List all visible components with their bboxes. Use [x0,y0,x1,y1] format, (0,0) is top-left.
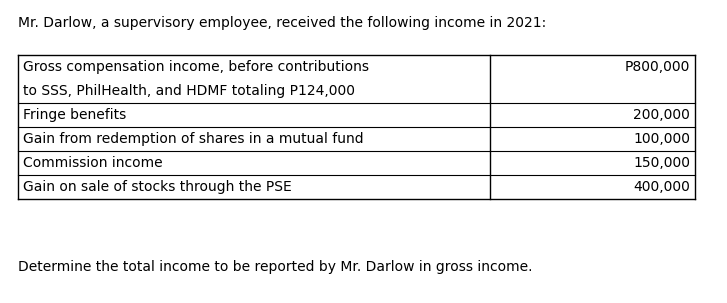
Text: 400,000: 400,000 [633,180,690,194]
Text: Gain on sale of stocks through the PSE: Gain on sale of stocks through the PSE [23,180,292,194]
Text: Determine the total income to be reported by Mr. Darlow in gross income.: Determine the total income to be reporte… [18,260,532,274]
Text: Fringe benefits: Fringe benefits [23,108,126,122]
Text: 200,000: 200,000 [633,108,690,122]
Text: P800,000: P800,000 [624,60,690,74]
Text: Commission income: Commission income [23,156,163,170]
Text: to SSS, PhilHealth, and HDMF totaling P124,000: to SSS, PhilHealth, and HDMF totaling P1… [23,84,355,98]
Text: Gain from redemption of shares in a mutual fund: Gain from redemption of shares in a mutu… [23,132,364,146]
Text: 150,000: 150,000 [633,156,690,170]
Text: 100,000: 100,000 [633,132,690,146]
Text: Gross compensation income, before contributions: Gross compensation income, before contri… [23,60,369,74]
Text: Mr. Darlow, a supervisory employee, received the following income in 2021:: Mr. Darlow, a supervisory employee, rece… [18,16,546,30]
